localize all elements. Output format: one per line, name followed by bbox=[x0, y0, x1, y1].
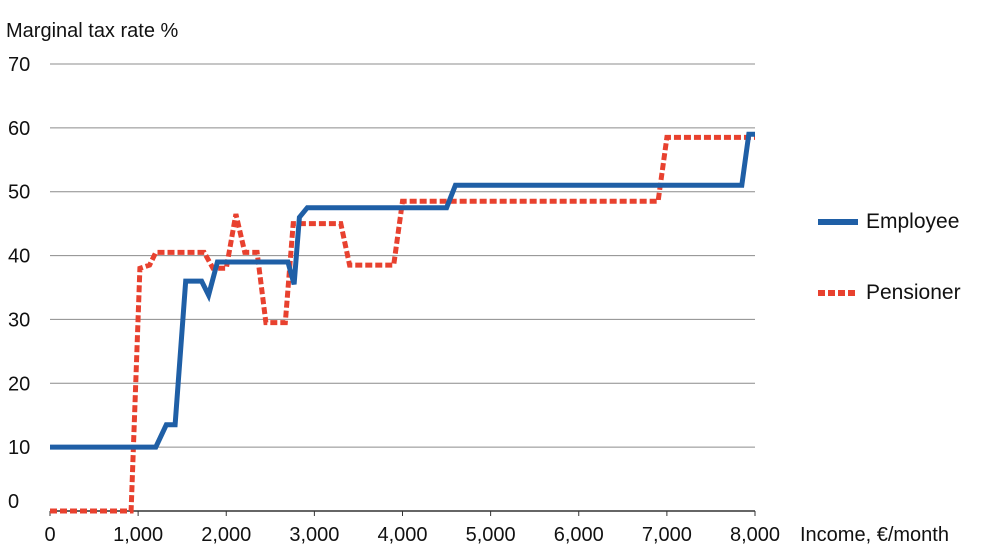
x-axis-label: Income, €/month bbox=[800, 524, 949, 546]
x-tick-label-1000: 1,000 bbox=[113, 524, 163, 546]
legend-label-employee: Employee bbox=[866, 210, 960, 233]
y-tick-label-10: 10 bbox=[8, 437, 30, 459]
y-axis-label: Marginal tax rate % bbox=[6, 20, 179, 42]
y-tick-label-40: 40 bbox=[8, 246, 30, 268]
y-tick-label-0: 0 bbox=[8, 491, 19, 513]
y-tick-label-70: 70 bbox=[8, 54, 30, 76]
x-tick-label-8000: 8,000 bbox=[730, 524, 780, 546]
legend-item-pensioner: Pensioner bbox=[818, 275, 961, 311]
x-tick-label-2000: 2,000 bbox=[201, 524, 251, 546]
x-tick-label-0: 0 bbox=[44, 524, 55, 546]
legend-swatch-employee bbox=[818, 219, 858, 225]
legend-label-pensioner: Pensioner bbox=[866, 281, 961, 304]
grid-lines bbox=[49, 63, 756, 516]
series-lines bbox=[50, 131, 755, 514]
x-tick-label-5000: 5,000 bbox=[466, 524, 516, 546]
y-axis-tick-labels: 0 10 20 30 40 50 60 70 bbox=[8, 54, 30, 513]
x-tick-label-6000: 6,000 bbox=[554, 524, 604, 546]
legend: Employee Pensioner bbox=[818, 204, 961, 346]
legend-swatch-pensioner bbox=[818, 290, 858, 296]
x-axis-tick-labels: 0 1,000 2,000 3,000 4,000 5,000 6,000 7,000 8,00… bbox=[44, 524, 780, 546]
series-line-pensioner bbox=[50, 134, 755, 514]
x-tick-label-3000: 3,000 bbox=[289, 524, 339, 546]
legend-item-employee: Employee bbox=[818, 204, 961, 240]
x-tick-label-7000: 7,000 bbox=[642, 524, 692, 546]
y-tick-label-20: 20 bbox=[8, 373, 30, 395]
series-line-employee bbox=[50, 131, 755, 450]
y-tick-label-30: 30 bbox=[8, 309, 30, 331]
y-tick-label-50: 50 bbox=[8, 182, 30, 204]
y-tick-label-60: 60 bbox=[8, 118, 30, 140]
x-tick-label-4000: 4,000 bbox=[377, 524, 427, 546]
